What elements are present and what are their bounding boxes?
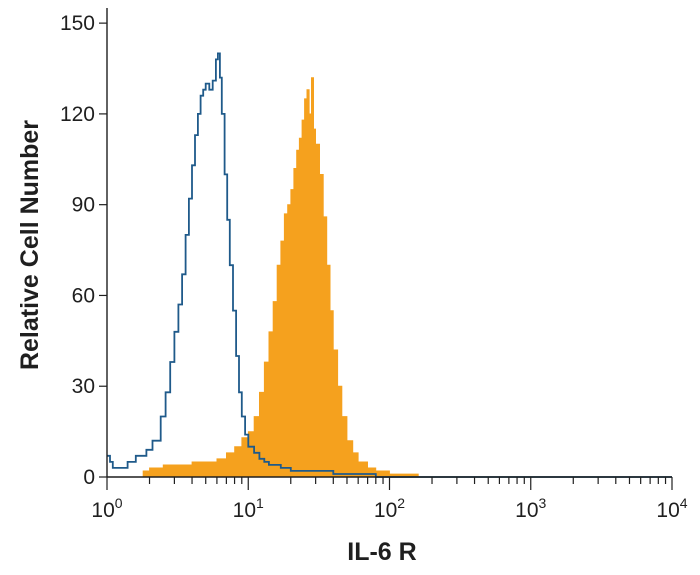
y-tick-label: 90 (72, 194, 95, 217)
y-tick-label: 120 (60, 103, 95, 126)
x-tick-label: 103 (515, 495, 546, 522)
x-tick-label: 101 (233, 495, 264, 522)
x-tick-label: 104 (656, 495, 687, 522)
y-axis-title: Relative Cell Number (16, 120, 44, 370)
labels-layer: IL-6 R Relative Cell Number (16, 120, 417, 566)
x-tick-label: 102 (374, 495, 405, 522)
y-tick-label: 30 (72, 375, 95, 398)
series-filled-histogram (135, 77, 419, 478)
x-tick-label: 100 (91, 495, 122, 522)
axes-layer: 0 30 60 90 120 150 100 101 102 103 104 (60, 8, 688, 522)
y-tick-label: 0 (83, 466, 95, 489)
series-outline-histogram (107, 52, 672, 478)
series-layer (107, 52, 672, 478)
x-axis-title: IL-6 R (347, 538, 416, 566)
y-tick-label: 150 (60, 12, 95, 35)
y-tick-label: 60 (72, 284, 95, 307)
